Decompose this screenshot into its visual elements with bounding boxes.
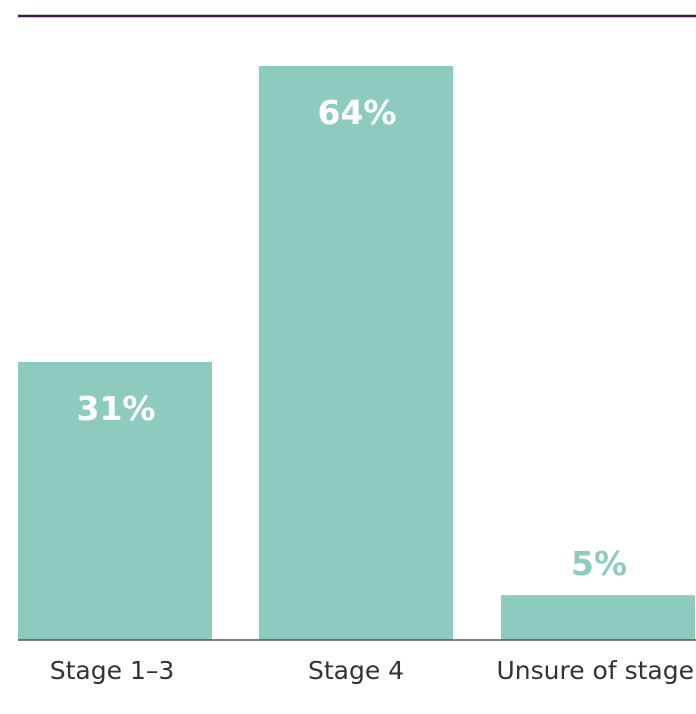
category-label-0: Stage 1–3: [50, 656, 175, 685]
category-label-2: Unsure of stage: [496, 656, 694, 685]
data-label-2: 5%: [571, 544, 627, 583]
data-label-0: 31%: [77, 389, 156, 428]
bars-group: [18, 66, 695, 640]
category-label-1: Stage 4: [308, 656, 404, 685]
bar-1: [259, 66, 453, 640]
category-labels-group: Stage 1–3 Stage 4 Unsure of stage: [50, 656, 694, 685]
data-labels-group: 31% 64% 5%: [77, 93, 628, 583]
bar-0: [18, 361, 212, 640]
data-label-1: 64%: [318, 93, 397, 132]
bar-2: [501, 595, 695, 640]
